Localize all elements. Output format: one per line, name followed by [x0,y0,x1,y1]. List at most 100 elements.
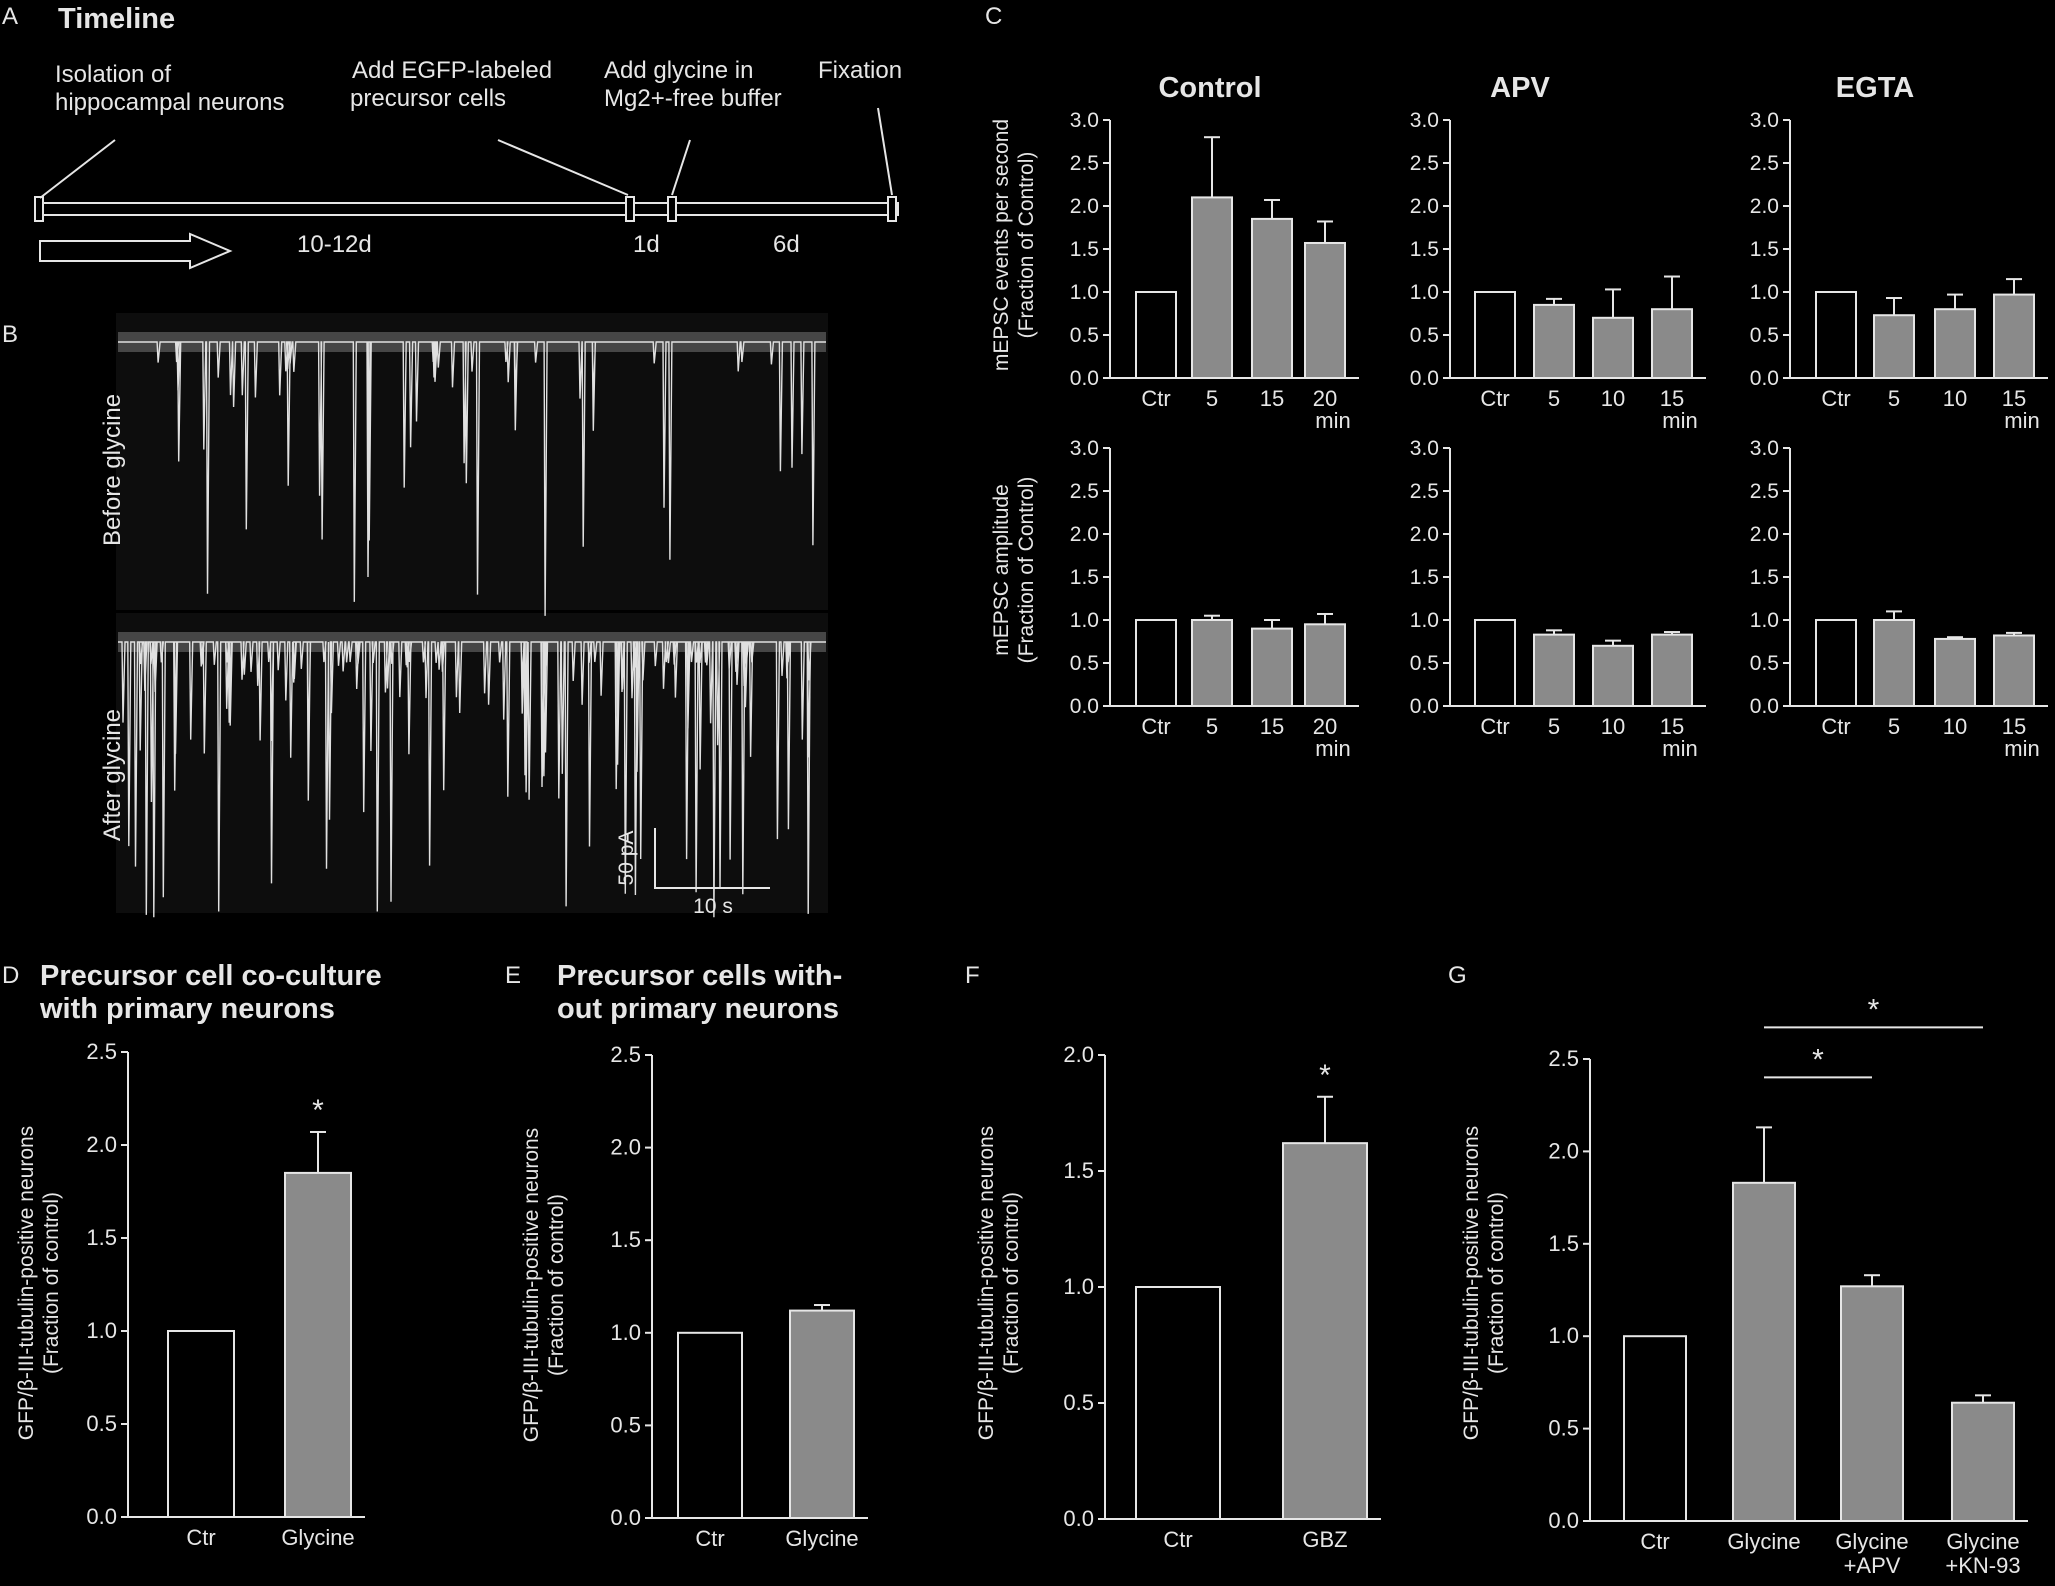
y-tick-label: 3.0 [1410,109,1439,132]
panel-e-title-1: Precursor cells with- [557,960,842,992]
pointer-isolation [39,139,116,199]
category-label: Glycine [281,1525,354,1550]
panel-c-label: C [985,3,1002,30]
bar-0 [677,1331,743,1520]
bar-3 [1304,241,1346,379]
category-label: 5 [1888,386,1900,411]
event-3-line2: Mg2+-free buffer [604,85,782,112]
timeline-tick-precursor [625,196,635,222]
y-tick-label: 0.0 [1750,367,1779,390]
y-tick-label: 2.5 [1750,152,1779,175]
category-label: 10 [1943,386,1967,411]
y-tick-label: 1.5 [86,1225,117,1250]
e-ylabel-2: (Fraction of control) [545,1194,568,1376]
bar-1 [1873,619,1915,707]
category-label: 5 [1206,386,1218,411]
chart-e: 0.0 0.5 1.0 1.5 2.0 2.5 Ctr Glycine [610,1042,868,1551]
category-label: Ctr [695,1526,724,1551]
category-label: 10 [1601,714,1625,739]
y-tick-label: 2.0 [1410,523,1439,546]
x-unit-label: min [1662,408,1697,433]
category-label: Ctr [186,1525,215,1550]
y-tick-label: 2.0 [1070,523,1099,546]
e-ylabel-1: GFP/β-III-tubulin-positive neurons [520,1128,543,1442]
panel-f: F GFP/β-III-tubulin-positive neurons (Fr… [965,962,1381,1552]
y-tick-label: 1.0 [1410,281,1439,304]
y-tick-label: 0.5 [1410,324,1439,347]
panel-d: D Precursor cell co-culture with primary… [2,960,382,1550]
category-label: 15 [1260,386,1284,411]
y-tick-label: 1.0 [610,1320,641,1345]
bar-1 [1191,619,1233,707]
bar-2 [1592,316,1634,379]
category-label: 15 [2002,714,2026,739]
event-1-line2: hippocampal neurons [55,89,285,116]
y-tick-label: 0.5 [86,1411,117,1436]
panel-e-title-2: out primary neurons [557,993,839,1025]
panel-d-title-2: with primary neurons [39,993,335,1025]
f-ylabel-2: (Fraction of control) [1000,1192,1023,1374]
bar-0 [1623,1335,1687,1522]
bar-0 [167,1330,235,1518]
significance-star: * [312,1094,324,1127]
x-unit-label: min [1315,408,1350,433]
category-label: 5 [1548,386,1560,411]
y-tick-label: 3.0 [1410,437,1439,460]
category-label: 15 [2002,386,2026,411]
y-tick-label: 2.5 [1750,480,1779,503]
bar-1 [1533,303,1575,379]
y-tick-label: 1.0 [1410,609,1439,632]
chart-d: 0.0 0.5 1.0 1.5 2.0 2.5 Ctr Glycine * [86,1039,365,1550]
bar-1 [1191,196,1233,379]
y-tick-label: 0.5 [1750,652,1779,675]
category-label: Ctr [1141,386,1170,411]
category-label: 15 [1660,386,1684,411]
scale-bar [654,828,770,889]
y-tick-label: 0.0 [86,1504,117,1529]
bar-1 [284,1171,352,1519]
panel-b-label: B [2,321,18,348]
significance-star: * [1812,1043,1824,1076]
category-label: Glycine [1835,1529,1908,1554]
y-tick-label: 1.5 [1063,1158,1094,1183]
bar-3 [1304,623,1346,707]
duration-2: 1d [633,231,660,258]
bar-1 [1282,1142,1368,1521]
category-label: Glycine [1727,1529,1800,1554]
bar-0 [1474,619,1516,707]
panel-c-title-control: Control [1158,72,1261,104]
panel-e-label: E [505,962,521,989]
bar-1 [1732,1181,1796,1523]
arrow-icon [39,232,233,270]
panel-a-title: Timeline [58,3,175,35]
category-label: GBZ [1302,1527,1347,1552]
category-label: 20 [1313,714,1337,739]
duration-1: 10-12d [297,231,372,258]
y-tick-label: 2.0 [1750,195,1779,218]
y-tick-label: 0.0 [1548,1508,1579,1533]
x-unit-label: min [1662,736,1697,761]
category-label: Ctr [1821,386,1850,411]
y-tick-label: 0.0 [1070,695,1099,718]
y-tick-label: 0.5 [610,1412,641,1437]
d-ylabel-2: (Fraction of control) [40,1192,63,1374]
panel-e: E Precursor cells with- out primary neur… [505,960,868,1551]
panel-a: A Timeline Isolation of hippocampal neur… [2,3,902,270]
y-tick-label: 0.0 [1063,1506,1094,1531]
y-tick-label: 1.0 [1070,281,1099,304]
trace-before-glycine [118,332,826,616]
bar-3 [1993,293,2035,379]
y-tick-label: 1.0 [1750,609,1779,632]
category-label: 5 [1888,714,1900,739]
y-tick-label: 2.5 [1410,152,1439,175]
trace-line [118,341,826,616]
panel-d-title-1: Precursor cell co-culture [40,960,382,992]
timeline-bar [37,202,899,216]
y-tick-label: 3.0 [1750,437,1779,460]
bar-0 [1135,291,1177,379]
bar-0 [1135,1286,1221,1520]
y-tick-label: 2.5 [1548,1046,1579,1071]
y-tick-label: 2.5 [1070,480,1099,503]
trace-after-label: After glycine [99,709,126,841]
